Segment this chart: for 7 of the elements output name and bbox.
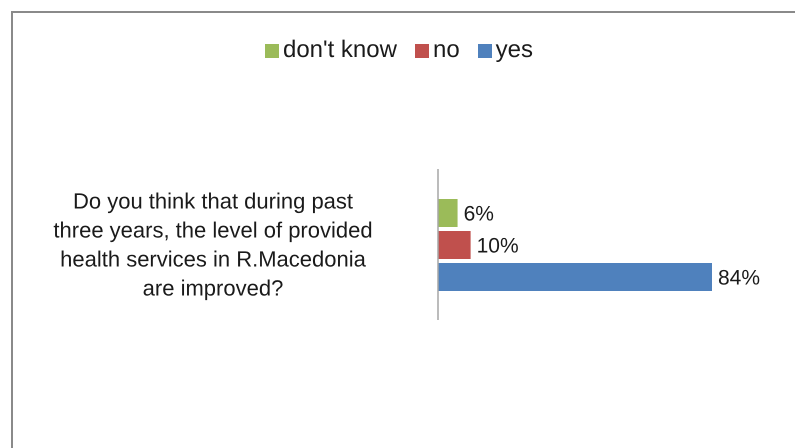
data-label: 10% [476, 234, 519, 258]
legend-label: yes [496, 36, 534, 63]
y-tick-label: Do you think that during past three years, the level of provided health services in R.Macedonia are improved? [53, 188, 373, 301]
legend-label: don't know [282, 36, 397, 63]
data-label: 6% [464, 202, 494, 226]
legend-label: no [432, 36, 460, 63]
data-label: 84% [718, 266, 760, 290]
